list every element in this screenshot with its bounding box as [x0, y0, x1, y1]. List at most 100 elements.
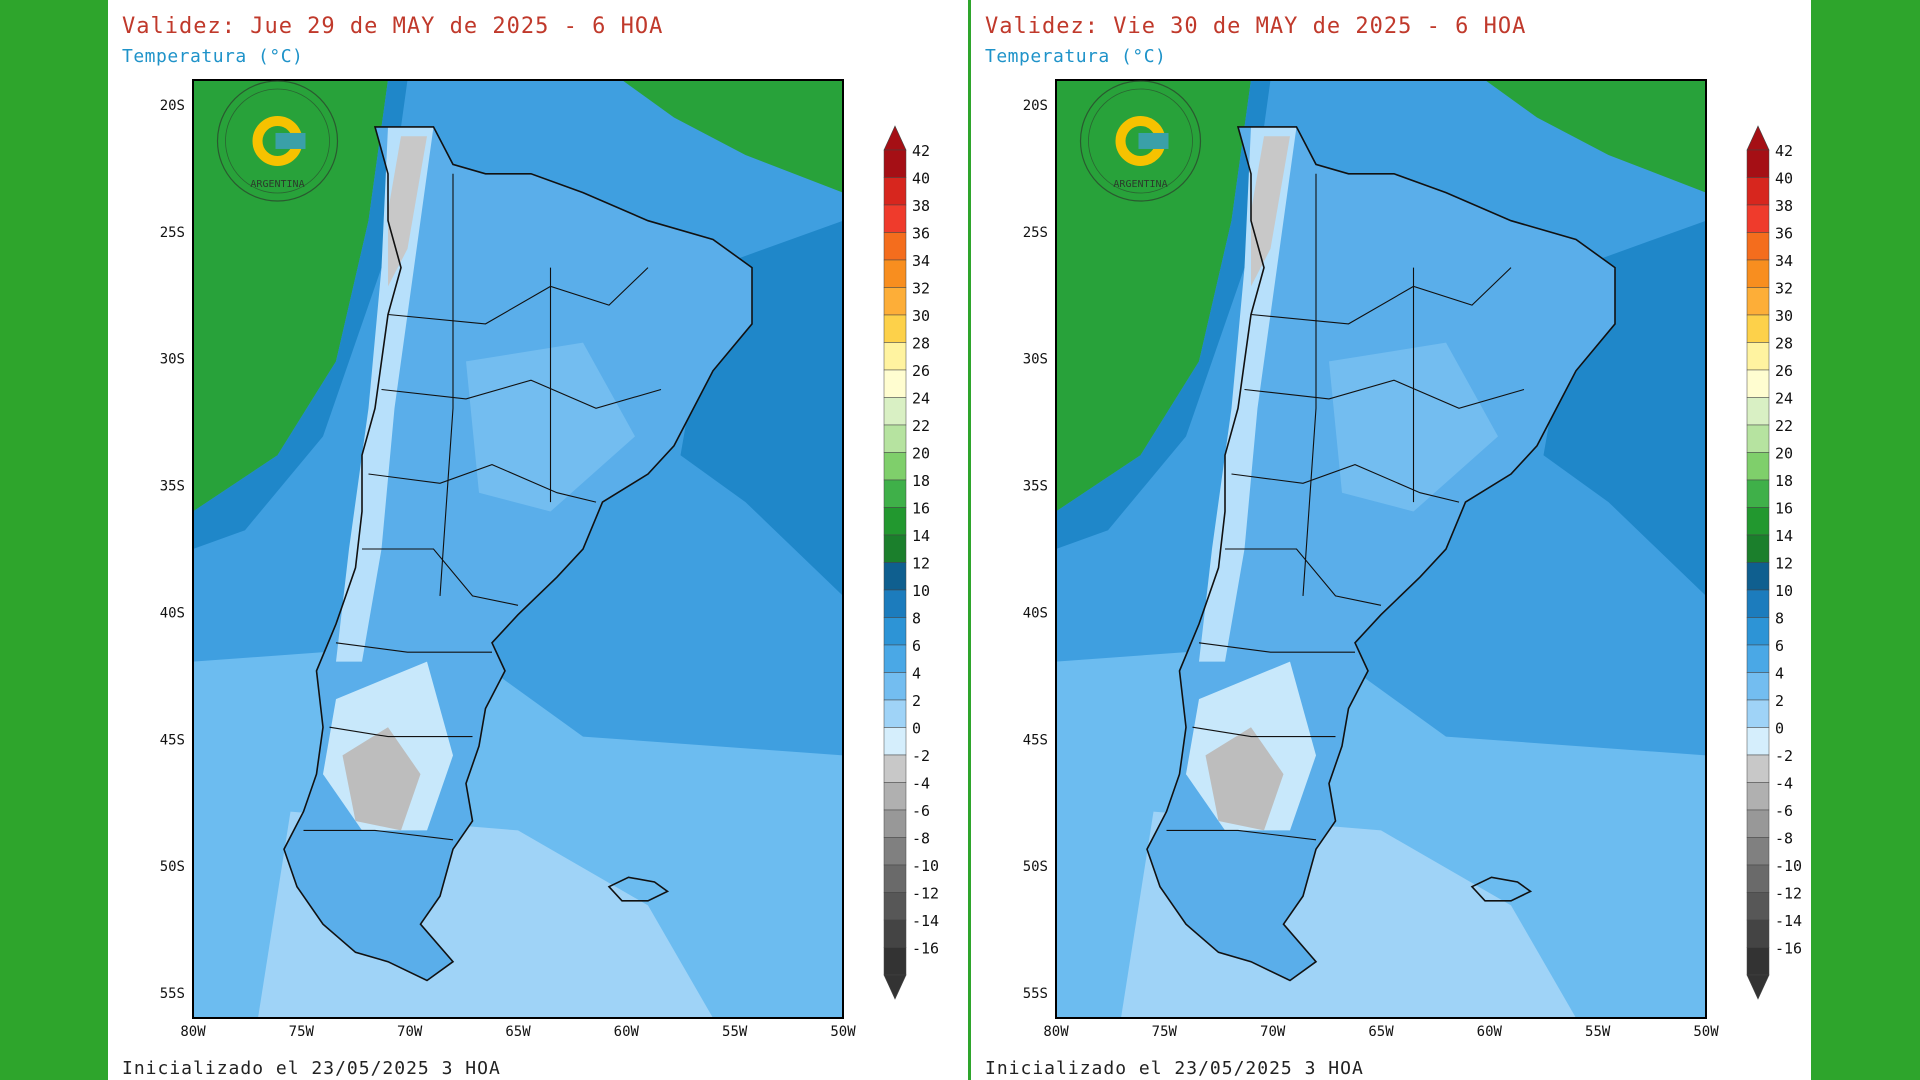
colorbar-label: -2	[912, 747, 930, 765]
andes-subzero-band	[1251, 136, 1290, 287]
colorbar-label: 20	[912, 445, 930, 463]
latitude-label: 35S	[1023, 479, 1048, 495]
latitude-labels: 20S 25S 30S 35S 40S 45S 50S 55S	[160, 98, 185, 1002]
colorbar-segment	[883, 507, 907, 536]
colorbar-segment	[883, 837, 907, 866]
warm-pacific-band	[1056, 80, 1251, 512]
province-border	[368, 464, 597, 503]
longitude-label: 70W	[1260, 1024, 1286, 1040]
colorbar-segment	[883, 589, 907, 618]
latitude-label: 45S	[160, 732, 185, 748]
colorbar-segment	[1746, 782, 1770, 811]
colorbar-label: 18	[1775, 472, 1793, 490]
colorbar-label: -16	[1775, 940, 1802, 958]
colorbar-segment	[883, 754, 907, 783]
colorbar-label: -6	[1775, 802, 1793, 820]
colorbar-segment	[883, 314, 907, 343]
warm-atlantic-band	[622, 80, 843, 193]
logo-inner-ring	[1088, 88, 1193, 194]
colorbar-label: 14	[912, 527, 930, 545]
colorbar-segment	[1746, 149, 1770, 178]
colorbar-label: 40	[1775, 170, 1793, 188]
colorbar-segment	[1746, 562, 1770, 591]
province-border	[362, 548, 519, 606]
colorbar-label: 32	[912, 280, 930, 298]
colorbar-segment	[1746, 204, 1770, 233]
longitude-label: 50W	[830, 1024, 856, 1040]
colorbar-label: 10	[912, 582, 930, 600]
colorbar-label: 26	[1775, 362, 1793, 380]
colorbar-label: -12	[912, 885, 939, 903]
colorbar-segment	[1746, 342, 1770, 371]
latitude-label: 40S	[1023, 605, 1048, 621]
temperature-field	[1056, 80, 1706, 1018]
colorbar-segment	[1746, 837, 1770, 866]
longitude-label: 60W	[614, 1024, 640, 1040]
colorbar-segment	[1746, 644, 1770, 673]
colorbar-label: 18	[912, 472, 930, 490]
colorbar-segment	[1746, 589, 1770, 618]
colorbar-label: 8	[1775, 610, 1784, 628]
falklands-outline	[607, 876, 670, 902]
longitude-label: 65W	[1368, 1024, 1394, 1040]
colorbar-label: -2	[1775, 747, 1793, 765]
province-border	[1166, 829, 1317, 841]
colorbar-label: 22	[912, 417, 930, 435]
initialized-footer: Inicializado el 23/05/2025 3 HOA	[985, 1058, 1364, 1079]
colorbar-label: 24	[912, 390, 930, 408]
latitude-label: 55S	[1023, 986, 1048, 1002]
coastline	[283, 126, 753, 982]
variable-subtitle: Temperatura (°C)	[985, 46, 1167, 67]
colorbar-label: 42	[912, 142, 930, 160]
colorbar-label: 0	[1775, 720, 1784, 738]
longitude-label: 70W	[397, 1024, 423, 1040]
colorbar-segment	[883, 204, 907, 233]
colorbar-label: -10	[912, 857, 939, 875]
colorbar-segment	[1746, 809, 1770, 838]
colorbar-label: 30	[912, 307, 930, 325]
latitude-label: 40S	[160, 605, 185, 621]
province-border	[1302, 173, 1317, 596]
colorbar-label: -6	[912, 802, 930, 820]
latitude-label: 30S	[160, 352, 185, 368]
colorbar-label: 34	[1775, 252, 1793, 270]
colorbar-label: 28	[1775, 335, 1793, 353]
warm-atlantic-band	[1485, 80, 1706, 193]
falklands-outline	[1470, 876, 1533, 902]
colorbar-segment	[1746, 424, 1770, 453]
colorbar-label: 16	[912, 500, 930, 518]
colorbar-label: 34	[912, 252, 930, 270]
colorbar-label: 12	[1775, 555, 1793, 573]
logo-cloud-icon	[275, 132, 306, 149]
colorbar-label: 38	[1775, 197, 1793, 215]
longitude-labels: 80W 75W 70W 65W 60W 55W 50W	[1043, 1024, 1719, 1040]
colorbar-label: 30	[1775, 307, 1793, 325]
colorbar-segment	[1746, 452, 1770, 481]
colorbar-label: 36	[912, 225, 930, 243]
colorbar-label: -8	[912, 830, 930, 848]
colorbar-label: 14	[1775, 527, 1793, 545]
colorbar-segment	[1746, 892, 1770, 921]
longitude-labels: 80W 75W 70W 65W 60W 55W 50W	[180, 1024, 856, 1040]
colorbar-label: 22	[1775, 417, 1793, 435]
province-border	[1231, 464, 1460, 503]
latitude-label: 50S	[1023, 859, 1048, 875]
colorbar-label: 4	[1775, 665, 1784, 683]
colorbar-segment	[883, 672, 907, 701]
colorbar-label: 10	[1775, 582, 1793, 600]
latitude-label: 20S	[1023, 98, 1048, 114]
colorbar-segment	[1746, 507, 1770, 536]
colorbar-label: -4	[912, 775, 930, 793]
province-border	[303, 829, 454, 841]
colorbar-segment	[883, 727, 907, 756]
latitude-label: 45S	[1023, 732, 1048, 748]
colorbar-label: -14	[1775, 912, 1802, 930]
longitude-label: 60W	[1477, 1024, 1503, 1040]
longitude-label: 75W	[1152, 1024, 1178, 1040]
colorbar-segment	[1746, 864, 1770, 893]
variable-subtitle: Temperatura (°C)	[122, 46, 304, 67]
colorbar-segment	[883, 644, 907, 673]
colorbar-segment	[1746, 259, 1770, 288]
colorbar-label: 12	[912, 555, 930, 573]
colorbar-segment	[1746, 672, 1770, 701]
